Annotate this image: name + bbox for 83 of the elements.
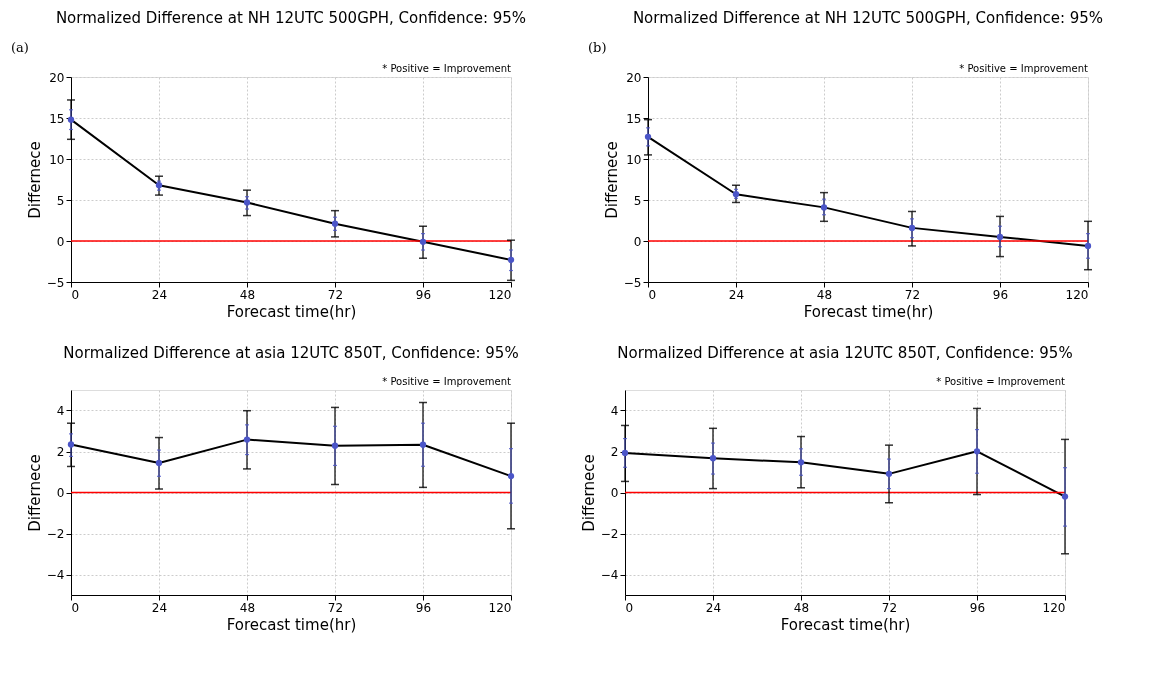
- y-tick-label: 5: [633, 193, 642, 208]
- point: [331, 220, 339, 227]
- y-tick-label: 0: [610, 486, 619, 500]
- x-tick-label: 24: [705, 600, 722, 615]
- x-tick-label: 120: [1065, 287, 1089, 302]
- point: [820, 204, 828, 211]
- point: [1061, 493, 1069, 500]
- y-tick-label: 10: [626, 152, 642, 167]
- chart-subtitle: * Positive = Improvement: [936, 376, 1066, 387]
- x-tick-label: 120: [1042, 600, 1066, 615]
- chart-title: Normalized Difference at asia 12UTC 850T, Confidence: 95%: [617, 344, 1073, 362]
- y-tick-label: −2: [600, 527, 619, 541]
- chart-subtitle: * Positive = Improvement: [959, 63, 1089, 74]
- x-tick-label: 96: [992, 287, 1009, 302]
- x-tick-label: 120: [488, 287, 512, 302]
- point: [507, 256, 515, 264]
- x-tick-label: 0: [71, 600, 80, 615]
- y-tick-label: −4: [46, 568, 65, 582]
- x-tick-label: 96: [415, 287, 432, 302]
- x-tick-label: 72: [327, 287, 344, 302]
- y-tick-label: 20: [626, 70, 642, 85]
- chart-subtitle: * Positive = Improvement: [382, 63, 512, 74]
- x-axis-title: Forecast time(hr): [226, 302, 357, 321]
- y-tick-label: 20: [49, 70, 65, 85]
- chart-title: Normalized Difference at asia 12UTC 850T, Confidence: 95%: [63, 344, 519, 362]
- y-tick-label: 0: [56, 234, 65, 249]
- x-tick-label: 24: [728, 287, 745, 302]
- point: [996, 233, 1004, 241]
- point: [331, 442, 339, 449]
- point: [973, 448, 981, 455]
- text: (a): [11, 40, 29, 55]
- point: [243, 436, 251, 443]
- x-tick-label: 24: [151, 600, 168, 615]
- y-tick-label: 5: [56, 193, 65, 208]
- point: [507, 472, 515, 480]
- chart-title: Normalized Difference at NH 12UTC 500GPH, Confidence: 95%: [632, 9, 1104, 27]
- y-axis-title: Differnece: [25, 141, 44, 219]
- point: [67, 441, 75, 448]
- y-tick-label: 10: [49, 152, 65, 167]
- x-axis-title: Forecast time(hr): [226, 615, 357, 634]
- point: [709, 455, 717, 462]
- x-tick-label: 96: [415, 600, 432, 615]
- point: [419, 238, 427, 245]
- x-tick-label: 0: [648, 287, 657, 302]
- text: (b): [588, 40, 607, 55]
- x-tick-label: 120: [488, 600, 512, 615]
- x-tick-label: 24: [151, 287, 168, 302]
- y-tick-label: −5: [46, 275, 65, 290]
- x-tick-label: 72: [881, 600, 898, 615]
- y-tick-label: 2: [610, 445, 619, 459]
- y-tick-label: 15: [626, 111, 642, 126]
- y-tick-label: 0: [633, 234, 642, 249]
- chart-subtitle: * Positive = Improvement: [382, 376, 512, 387]
- point: [1084, 242, 1092, 250]
- chart-title: Normalized Difference at NH 12UTC 500GPH, Confidence: 95%: [55, 9, 527, 27]
- x-tick-label: 48: [816, 287, 833, 302]
- point: [155, 459, 163, 467]
- y-tick-label: 2: [56, 445, 65, 459]
- x-tick-label: 48: [239, 287, 256, 302]
- x-tick-label: 96: [969, 600, 986, 615]
- y-tick-label: −2: [46, 527, 65, 541]
- point: [797, 459, 805, 466]
- x-tick-label: 48: [793, 600, 810, 615]
- point: [885, 470, 893, 477]
- x-tick-label: 72: [327, 600, 344, 615]
- y-tick-label: 4: [56, 404, 65, 418]
- x-axis-title: Forecast time(hr): [803, 302, 934, 321]
- x-axis-title: Forecast time(hr): [780, 615, 911, 634]
- x-tick-label: 48: [239, 600, 256, 615]
- y-axis-title: Differnece: [602, 141, 621, 219]
- x-tick-label: 72: [904, 287, 921, 302]
- point: [908, 224, 916, 232]
- point: [243, 199, 251, 206]
- y-axis-title: Differnece: [579, 454, 598, 532]
- y-tick-label: 15: [49, 111, 65, 126]
- y-tick-label: 0: [56, 486, 65, 500]
- y-tick-label: 4: [610, 404, 619, 418]
- point: [419, 441, 427, 448]
- y-tick-label: −5: [623, 275, 642, 290]
- y-tick-label: −4: [600, 568, 619, 582]
- y-axis-title: Differnece: [25, 454, 44, 532]
- x-tick-label: 0: [71, 287, 80, 302]
- point: [644, 133, 652, 141]
